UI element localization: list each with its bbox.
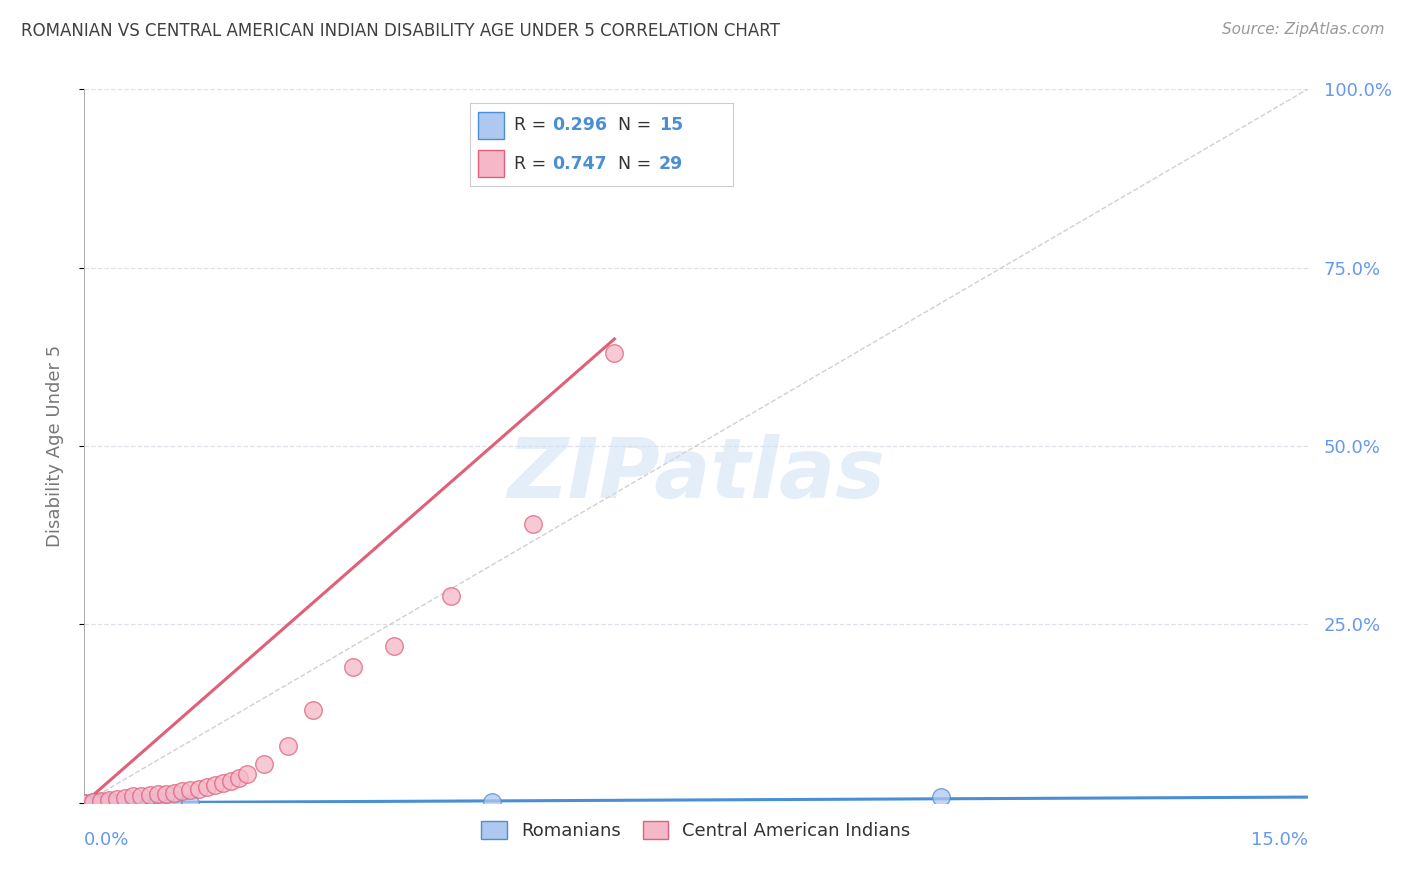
Point: [138, 788, 160, 802]
Point: [82, 795, 104, 809]
Point: [82, 795, 104, 809]
Point: [146, 787, 169, 801]
Point: [122, 794, 145, 808]
Y-axis label: Disability Age Under 5: Disability Age Under 5: [45, 345, 63, 547]
Point: [253, 756, 276, 771]
Point: [163, 786, 186, 800]
Point: [114, 790, 136, 805]
Point: [163, 793, 186, 807]
Text: 15.0%: 15.0%: [1250, 831, 1308, 849]
Point: [138, 795, 160, 809]
Point: [97, 793, 120, 807]
Point: [122, 789, 145, 804]
Point: [603, 346, 626, 360]
Point: [155, 794, 177, 808]
Point: [440, 589, 463, 603]
Point: [179, 796, 201, 810]
Point: [146, 794, 169, 808]
Point: [105, 796, 128, 810]
Point: [131, 795, 153, 809]
Point: [236, 767, 259, 781]
Point: [172, 784, 194, 798]
Point: [73, 796, 96, 810]
Point: [195, 780, 218, 794]
Point: [929, 790, 952, 805]
Text: ZIPatlas: ZIPatlas: [508, 434, 884, 515]
Point: [131, 789, 153, 803]
Point: [73, 796, 96, 810]
Point: [97, 795, 120, 809]
Point: [187, 781, 209, 796]
Point: [481, 795, 503, 809]
Point: [90, 795, 112, 809]
Point: [382, 639, 405, 653]
Point: [90, 794, 112, 808]
Legend: Romanians, Central American Indians: Romanians, Central American Indians: [474, 814, 918, 847]
Point: [179, 783, 201, 797]
Point: [105, 791, 128, 805]
Point: [301, 703, 323, 717]
Point: [155, 787, 177, 801]
Point: [212, 776, 235, 790]
Point: [522, 517, 544, 532]
Point: [114, 796, 136, 810]
Text: ROMANIAN VS CENTRAL AMERICAN INDIAN DISABILITY AGE UNDER 5 CORRELATION CHART: ROMANIAN VS CENTRAL AMERICAN INDIAN DISA…: [21, 22, 780, 40]
Text: 0.0%: 0.0%: [84, 831, 129, 849]
Point: [228, 771, 250, 785]
Text: Source: ZipAtlas.com: Source: ZipAtlas.com: [1222, 22, 1385, 37]
Point: [342, 660, 364, 674]
Point: [204, 778, 226, 792]
Point: [219, 774, 242, 789]
Point: [277, 739, 299, 753]
